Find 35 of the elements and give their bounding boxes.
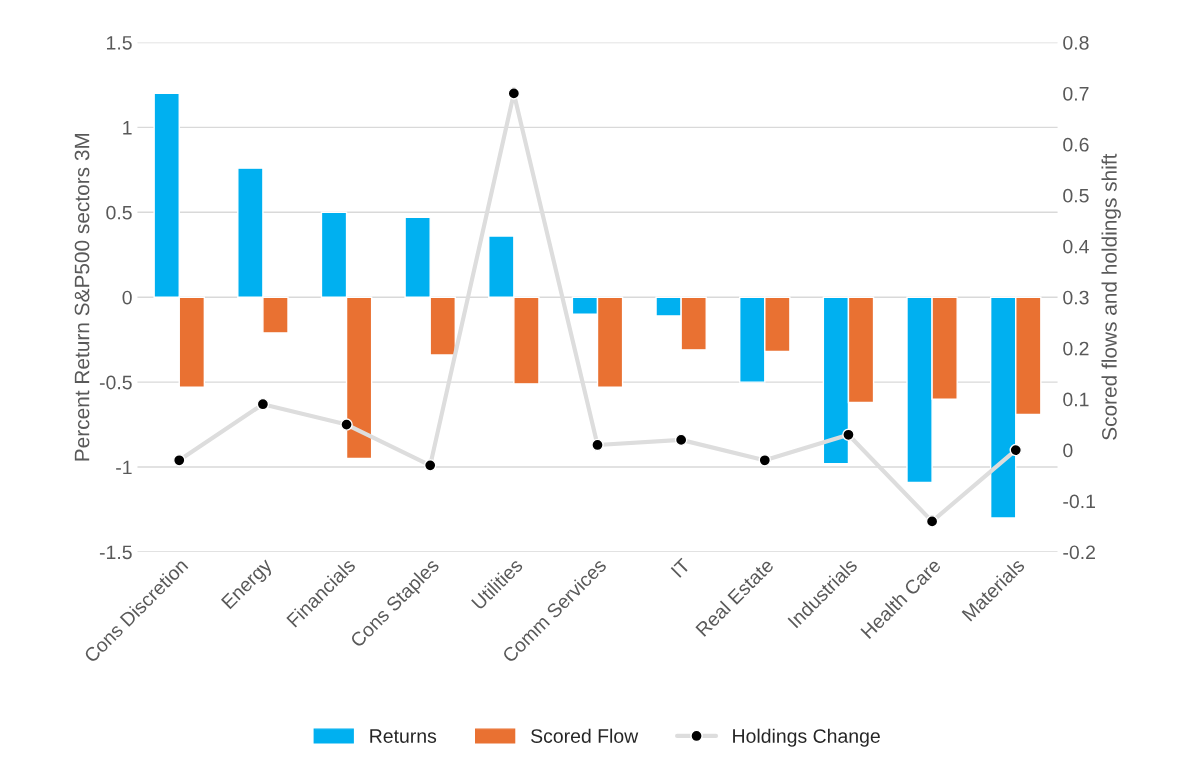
y2-tick-label: -0.1 [1063, 494, 1095, 509]
point [256, 397, 270, 411]
point [758, 454, 772, 467]
point [674, 433, 688, 447]
point [1009, 443, 1023, 457]
y-tick-label: 1.5 [107, 36, 132, 50]
point [507, 87, 521, 100]
y-tick-label: -0.5 [99, 375, 132, 390]
y2-axis-title: Scored flows and holdings shift [1101, 153, 1121, 440]
point [340, 418, 353, 431]
y-tick-label: 0 [122, 290, 132, 305]
y-tick-label: 1 [123, 121, 132, 135]
y2-tick-label: 0.7 [1063, 86, 1089, 101]
point [172, 454, 186, 467]
y2-tick-label: 0.4 [1063, 239, 1089, 254]
y2-tick-label: 0 [1063, 443, 1073, 458]
point [842, 428, 855, 442]
x-tick-label: IT [670, 557, 691, 578]
y-tick-label: -1 [116, 460, 132, 475]
y2-tick-label: -0.2 [1063, 545, 1095, 560]
y2-tick-label: 0.5 [1063, 188, 1089, 203]
legend-label: Holdings Change [733, 728, 880, 747]
y2-tick-label: 0.6 [1063, 137, 1089, 152]
y2-tick-label: 0.8 [1063, 35, 1089, 50]
y2-tick-label: 0.3 [1063, 290, 1089, 305]
y-tick-label: -1.5 [99, 545, 132, 560]
y2-tick-label: 0.1 [1063, 392, 1089, 407]
y2-tick-label: 0.2 [1063, 341, 1089, 356]
point [423, 459, 437, 472]
y-axis-title: Percent Return S&P500 sectors 3M [74, 133, 90, 461]
point [591, 438, 604, 452]
legend-label: Scored Flow [531, 728, 639, 743]
point [925, 515, 939, 528]
y-tick-label: 0.5 [106, 205, 132, 220]
legend-label: Returns [370, 729, 437, 743]
